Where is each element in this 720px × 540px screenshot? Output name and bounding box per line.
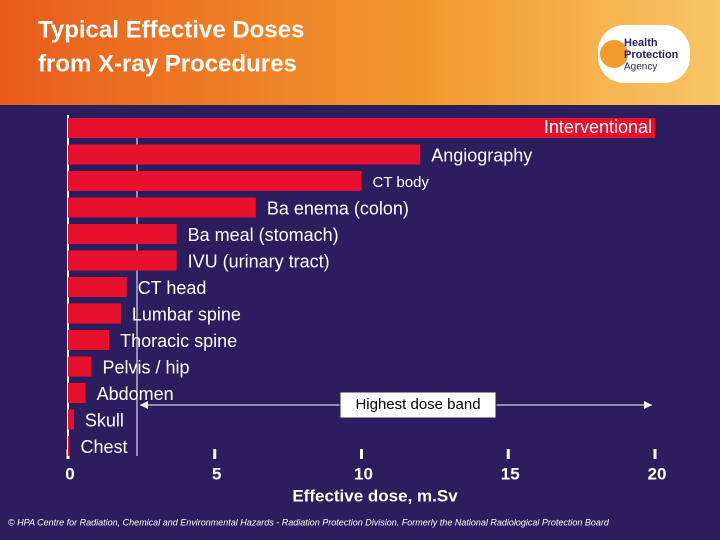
- bar-label: Interventional: [544, 117, 652, 137]
- chart-title: from X-ray Procedures: [38, 50, 297, 77]
- bar: [68, 303, 121, 324]
- bar: [68, 144, 421, 165]
- bar-label: Lumbar spine: [132, 304, 241, 324]
- bar: [68, 356, 92, 377]
- bar: [68, 250, 177, 271]
- x-tick-label: 10: [354, 464, 373, 483]
- bar-label: Chest: [80, 437, 127, 457]
- bar: [68, 277, 127, 297]
- logo-text: Health: [624, 37, 658, 49]
- bar: [68, 330, 110, 350]
- logo-text: Protection: [624, 49, 679, 61]
- bar-label: Ba enema (colon): [267, 198, 409, 218]
- bar-label: Thoracic spine: [120, 331, 237, 351]
- bar-label: Skull: [85, 410, 124, 430]
- x-tick-label: 20: [648, 464, 667, 483]
- bar-label: IVU (urinary tract): [188, 251, 330, 271]
- annotation-box: [339, 391, 497, 419]
- x-tick-label: 15: [501, 464, 520, 483]
- logo-mark: [600, 40, 628, 68]
- bar-label: Pelvis / hip: [102, 357, 189, 377]
- logo-text: Agency: [624, 62, 657, 73]
- x-tick-label: 0: [65, 464, 74, 483]
- bar: [68, 409, 74, 430]
- logo-background: [598, 25, 690, 83]
- bar: [68, 197, 256, 218]
- bar: [68, 436, 70, 456]
- bar-label: Angiography: [431, 145, 532, 165]
- bar: [68, 383, 86, 403]
- x-axis-title: Effective dose, m.Sv: [292, 486, 458, 505]
- x-tick-label: 5: [212, 464, 221, 483]
- annotation: Highest dose band: [355, 396, 480, 413]
- bar-label: Ba meal (stomach): [188, 225, 339, 245]
- bar: [68, 118, 655, 138]
- bar-label: CT head: [138, 278, 207, 298]
- chart-title: Typical Effective Doses: [38, 16, 304, 43]
- footer: © HPA Centre for Radiation, Chemical and…: [8, 517, 610, 527]
- bar: [68, 224, 177, 244]
- bar: [68, 171, 362, 191]
- bar-label: CT body: [373, 174, 430, 191]
- bar-label: Abdomen: [97, 384, 174, 404]
